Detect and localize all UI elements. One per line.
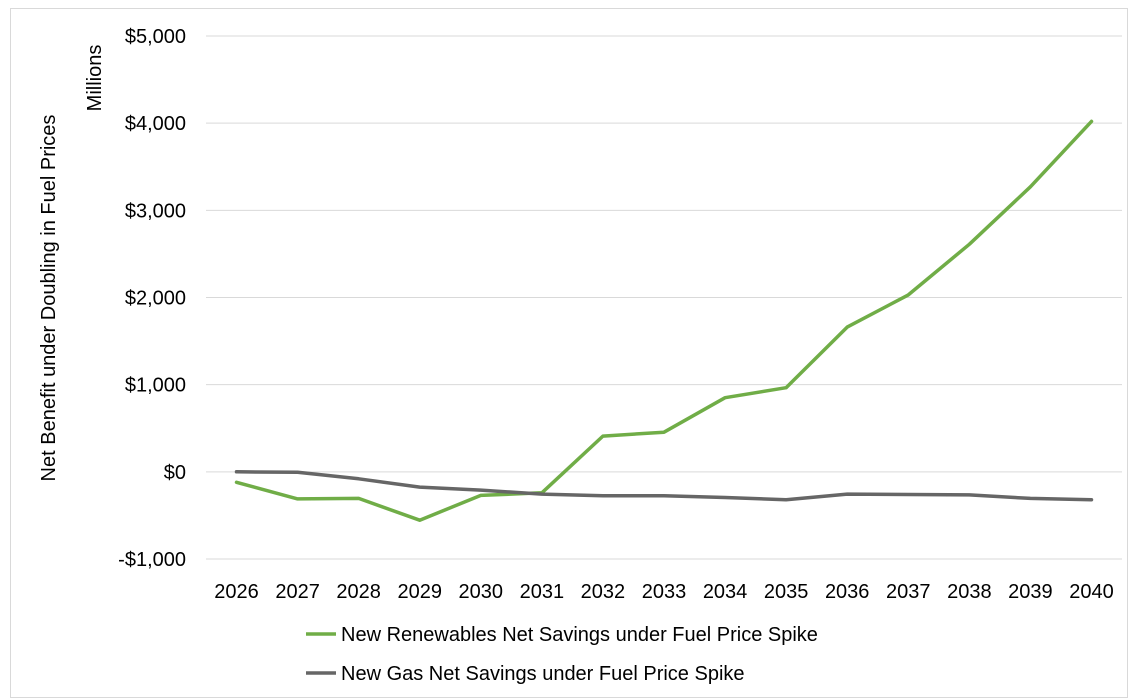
y-tick-labels: $5,000 $4,000 $3,000 $2,000 $1,000 $0 -$1,000 [118,26,186,571]
legend: New Renewables Net Savings under Fuel Pr… [306,624,818,685]
x-tick-label: 2028 [336,581,381,603]
x-tick-label: 2030 [459,581,504,603]
x-tick-label: 2031 [520,581,565,603]
legend-label: New Renewables Net Savings under Fuel Pr… [341,624,818,646]
y-tick-label: $5,000 [125,26,186,48]
x-tick-label: 2040 [1069,581,1114,603]
x-tick-label: 2027 [275,581,320,603]
x-tick-label: 2036 [825,581,870,603]
x-tick-label: 2034 [703,581,748,603]
y-tick-label: $3,000 [125,200,186,222]
y-axis-unit-label: Millions [84,45,106,112]
gridlines [206,35,1122,560]
x-tick-label: 2038 [947,581,992,603]
x-tick-label: 2033 [642,581,687,603]
series-line-1 [234,470,1094,502]
y-tick-label: -$1,000 [118,549,186,571]
x-tick-label: 2032 [581,581,626,603]
series-line-0 [234,119,1094,522]
y-tick-label: $1,000 [125,375,186,397]
x-tick-labels: 2026 2027 2028 2029 2030 2031 2032 2033 2034 2035… [214,581,1113,603]
legend-label: New Gas Net Savings under Fuel Price Spi… [341,663,745,685]
y-axis-title: Net Benefit under Doubling in Fuel Price… [38,115,60,482]
x-tick-label: 2039 [1008,581,1053,603]
x-tick-label: 2029 [397,581,442,603]
x-tick-label: 2035 [764,581,809,603]
y-tick-label: $4,000 [125,113,186,135]
x-tick-label: 2037 [886,581,931,603]
x-tick-label: 2026 [214,581,259,603]
series-lines [234,119,1094,522]
y-tick-label: $0 [164,462,186,484]
y-tick-label: $2,000 [125,288,186,310]
